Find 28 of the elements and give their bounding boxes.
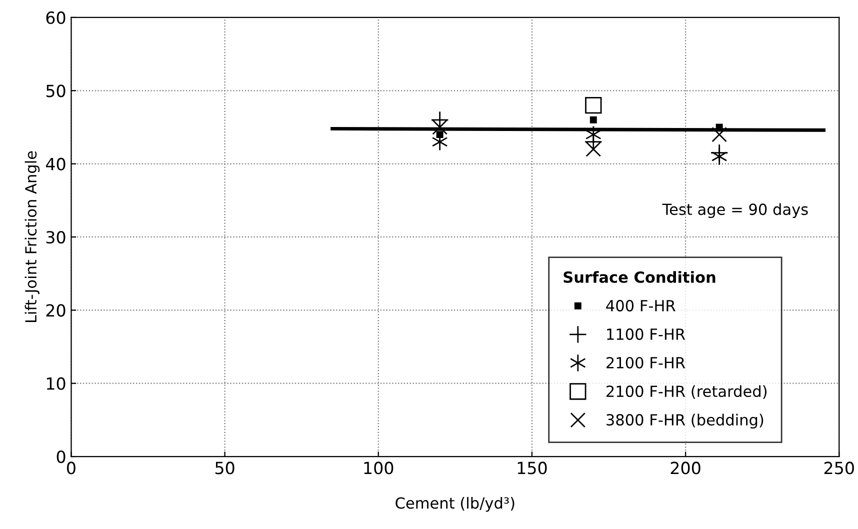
y-tick-label: 30 [46, 230, 66, 244]
annotation: Test age = 90 days [662, 203, 808, 218]
legend-title: Surface Condition [564, 271, 716, 283]
legend-label: 400 F-HR [606, 300, 676, 312]
x-tick-label: 150 [518, 462, 547, 474]
y-tick-label: 0 [56, 450, 66, 464]
legend-label: 2100 F-HR (retarded) [606, 385, 767, 399]
y-tick-label: 60 [46, 11, 66, 24]
x-tick-label: 0 [67, 462, 76, 474]
x-tick-label: 200 [670, 462, 700, 474]
legend-label: 1100 F-HR [607, 328, 686, 340]
y-tick-label: 20 [46, 304, 66, 317]
x-tick-label: 100 [364, 462, 394, 474]
y-tick-label: 40 [46, 158, 66, 170]
point [712, 126, 727, 142]
point [711, 147, 728, 166]
x-axis-title: Cement (lb/yd³) [396, 496, 514, 512]
point [590, 116, 597, 124]
legend-label: 2100 F-HR [606, 356, 686, 369]
legend-label: 3800 F-HR (bedding) [606, 414, 764, 429]
y-tick-label: 10 [46, 377, 66, 390]
y-axis-title: Lift-Joint Friction Angle [24, 151, 40, 322]
y-tick-label: 50 [46, 84, 66, 98]
x-tick-label: 50 [215, 462, 234, 474]
point [585, 96, 602, 114]
point [432, 120, 448, 135]
x-tick-label: 250 [824, 462, 854, 474]
point [586, 142, 602, 157]
